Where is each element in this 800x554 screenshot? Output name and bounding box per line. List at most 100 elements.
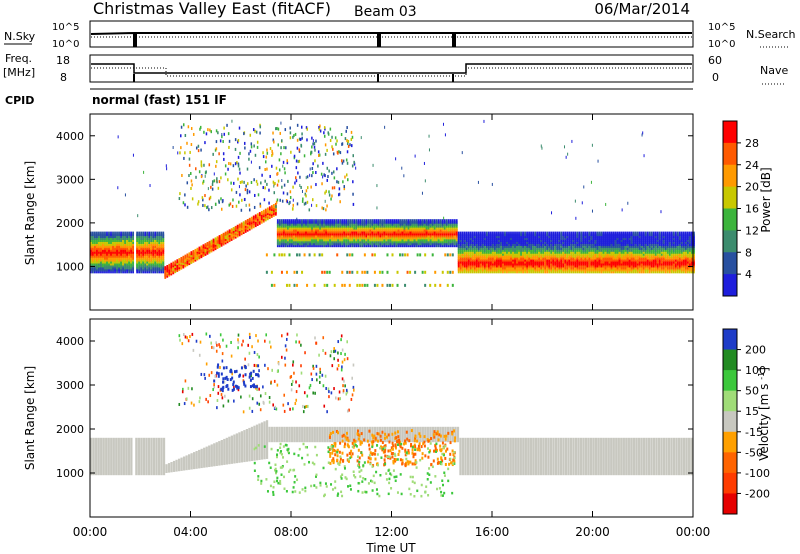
power-cell <box>381 219 384 224</box>
power-cell <box>292 135 294 139</box>
power-cell <box>204 204 206 208</box>
power-cell <box>236 161 238 165</box>
power-cell <box>233 181 235 185</box>
power-cell <box>610 231 613 237</box>
power-cell <box>361 219 364 224</box>
power-cell <box>305 219 307 224</box>
power-cell <box>395 219 398 224</box>
power-cell <box>463 231 466 237</box>
power-cell <box>278 158 281 162</box>
power-cell <box>182 201 185 205</box>
power-cell <box>104 231 106 237</box>
power-cell <box>266 151 269 155</box>
power-cell <box>548 231 551 237</box>
power-cell <box>271 149 273 153</box>
power-cell <box>240 222 243 227</box>
power-cell <box>122 231 124 237</box>
power-cell <box>439 283 442 287</box>
power-cell <box>323 219 325 224</box>
power-cell <box>290 150 292 154</box>
power-cell <box>411 219 414 224</box>
power-cell <box>285 146 287 150</box>
power-cell <box>296 202 299 206</box>
power-cell <box>235 204 238 208</box>
power-cell <box>361 270 364 274</box>
power-cell <box>646 231 649 237</box>
power-cell <box>222 140 224 144</box>
power-cell <box>156 231 159 237</box>
power-cell <box>489 231 492 237</box>
power-cell <box>324 174 326 178</box>
power-cell <box>678 231 681 237</box>
power-cell <box>321 253 324 257</box>
power-cell <box>276 198 279 202</box>
power-cell <box>266 207 269 212</box>
power-cell <box>325 219 327 224</box>
power-cell <box>150 231 153 237</box>
power-cell <box>348 253 351 257</box>
power-cell <box>118 231 120 237</box>
power-cell <box>453 219 456 224</box>
power-cell <box>223 126 225 130</box>
power-cell <box>477 231 480 237</box>
power-cell <box>112 231 114 237</box>
power-cell <box>304 192 307 196</box>
power-cell <box>574 231 577 237</box>
power-cell <box>352 154 354 158</box>
power-cell <box>500 231 502 237</box>
power-cell <box>558 231 561 237</box>
power-cell <box>578 231 581 237</box>
power-cell <box>634 231 637 237</box>
power-cell <box>298 159 301 163</box>
power-cell <box>265 253 268 257</box>
power-cell <box>106 231 108 237</box>
power-cell <box>259 202 262 206</box>
power-cell <box>289 190 292 194</box>
nsky-left-tick-top: 10^5 <box>52 22 79 33</box>
date-label: 06/Mar/2014 <box>594 0 690 18</box>
power-cell <box>336 253 339 257</box>
power-cell <box>387 219 390 224</box>
power-cell <box>279 198 281 202</box>
power-cell <box>271 152 274 156</box>
power-cell <box>270 283 273 287</box>
power-cell <box>301 219 303 224</box>
power-cell <box>270 270 273 274</box>
power-cell <box>94 231 96 237</box>
power-cell <box>258 212 261 217</box>
power-cell <box>572 231 575 237</box>
power-cell <box>424 253 427 257</box>
power-cell <box>152 231 155 237</box>
power-cell <box>206 206 208 210</box>
power-cell <box>331 194 333 198</box>
power-cell <box>274 202 277 207</box>
power-cell <box>264 168 266 172</box>
nsky-label: N.Sky <box>4 30 36 43</box>
power-cell <box>693 231 695 237</box>
power-cell <box>323 173 325 177</box>
power-cell <box>344 175 346 179</box>
power-cell <box>179 192 181 196</box>
power-cell <box>322 207 325 211</box>
power-cell <box>526 231 528 237</box>
cpid-label: CPID <box>5 94 34 107</box>
power-cell <box>614 231 617 237</box>
power-cell <box>415 219 418 224</box>
power-cell <box>286 219 289 224</box>
power-cell <box>260 181 262 185</box>
power-cell <box>636 231 639 237</box>
power-cell <box>471 231 474 237</box>
power-cell <box>344 137 347 141</box>
nave-label: Nave <box>760 64 788 77</box>
power-cell <box>188 163 191 167</box>
power-cell <box>214 148 217 152</box>
power-cell <box>340 133 343 137</box>
power-cell <box>518 231 520 237</box>
power-cell <box>98 231 100 237</box>
power-cell <box>606 231 609 237</box>
power-cell <box>178 258 181 263</box>
power-cell <box>184 203 186 207</box>
power-cell <box>154 231 157 237</box>
power-cell <box>455 219 458 224</box>
